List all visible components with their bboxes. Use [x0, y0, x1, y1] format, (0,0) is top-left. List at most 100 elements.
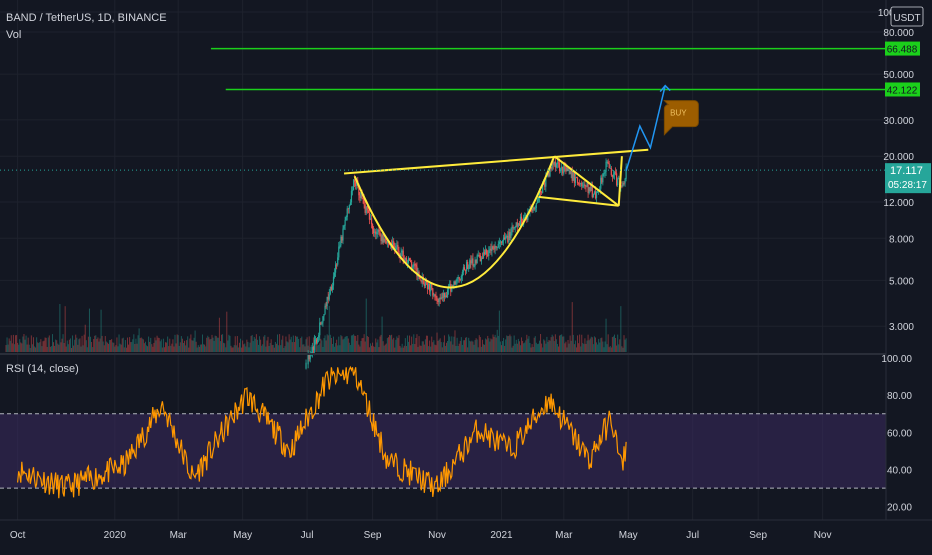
candle-body — [625, 167, 627, 179]
candle-body — [472, 258, 474, 267]
volume-bar — [94, 335, 96, 352]
candle-body — [350, 190, 353, 203]
volume-bar — [346, 336, 348, 352]
currency-badge[interactable] — [890, 6, 924, 27]
volume-bar — [592, 344, 594, 352]
candle-body — [583, 184, 585, 186]
candle-body — [610, 168, 612, 176]
volume-bar — [414, 344, 416, 352]
volume-bar — [395, 339, 397, 352]
candle-body — [373, 228, 375, 234]
candle-body — [443, 293, 446, 298]
candle-body — [401, 250, 403, 253]
volume-bar — [115, 345, 117, 352]
volume-bar — [488, 338, 490, 352]
candle-body — [497, 243, 499, 248]
volume-bar — [519, 345, 521, 352]
currency-badge-label: USDT — [893, 13, 920, 24]
volume-bar — [198, 346, 200, 352]
volume-bar — [601, 337, 603, 352]
volume-bar — [95, 335, 97, 352]
candle-body — [348, 205, 350, 210]
volume-bar — [404, 338, 406, 352]
volume-bar — [534, 336, 536, 352]
candle-body — [504, 237, 506, 240]
candle-body — [568, 170, 570, 172]
volume-bar — [623, 335, 625, 352]
volume-bar — [113, 342, 115, 352]
volume-bar — [99, 338, 101, 352]
volume-bar — [7, 344, 9, 352]
volume-bar — [546, 336, 548, 352]
candle-body — [367, 210, 369, 213]
candle-body — [393, 241, 395, 246]
drawings-layer[interactable]: BUY — [0, 47, 886, 289]
volume-bar — [24, 339, 26, 352]
rsi-axis[interactable]: 100.00 80.00 60.00 40.00 20.00 — [881, 354, 912, 514]
volume-bar — [558, 346, 560, 352]
volume-bar — [255, 334, 257, 352]
handle-upper — [553, 155, 620, 207]
volume-bar — [524, 342, 526, 352]
candle-body — [487, 254, 489, 257]
volume-bar — [98, 341, 100, 352]
volume-bar — [304, 346, 306, 352]
volume-bar — [27, 337, 29, 352]
candle-body — [607, 161, 609, 164]
volume-bar — [545, 343, 547, 352]
volume-bar — [476, 339, 478, 352]
volume-bar — [68, 339, 70, 352]
volume-bar — [568, 343, 570, 352]
volume-bar — [221, 334, 223, 352]
candle-body — [440, 297, 442, 300]
volume-bar — [241, 347, 243, 352]
volume-bar — [194, 330, 196, 352]
volume-bar — [208, 337, 210, 352]
volume-bar — [436, 332, 438, 352]
volume-bar — [284, 346, 286, 352]
candle-body — [319, 322, 321, 336]
symbol-title[interactable]: BAND / TetherUS, 1D, BINANCE — [6, 12, 167, 24]
volume-bar — [560, 334, 562, 352]
volume-bar — [608, 347, 610, 352]
volume-bar — [418, 336, 420, 352]
volume-bar — [356, 340, 358, 352]
volume-bar — [79, 338, 81, 352]
candle-body — [402, 250, 404, 260]
volume-bar — [259, 336, 261, 352]
candle-body — [612, 174, 615, 177]
volume-bar — [593, 336, 595, 352]
volume-bar — [597, 344, 599, 352]
volume-bar — [618, 344, 620, 352]
volume-bar — [502, 341, 504, 352]
volume-bar — [124, 340, 126, 352]
candle-body — [591, 186, 593, 198]
volume-bar — [438, 339, 440, 352]
time-axis[interactable]: Oct 2020 Mar May Jul Sep Nov 2021 Mar May Jul Sep No… — [10, 530, 832, 541]
volume-bar — [318, 344, 320, 352]
volume-bar — [78, 339, 80, 352]
volume-bar — [371, 345, 373, 352]
volume-bar — [188, 347, 190, 352]
candle-body — [494, 246, 496, 250]
candle-body — [579, 183, 581, 185]
volume-bar — [269, 343, 271, 352]
volume-bar — [13, 344, 15, 352]
volume-bar — [206, 337, 208, 352]
candle-body — [366, 206, 368, 211]
volume-bar — [138, 328, 140, 352]
rsi-legend[interactable]: RSI (14, close) — [6, 363, 79, 375]
volume-bar — [74, 339, 76, 352]
volume-bar — [322, 346, 324, 352]
candle-body — [333, 272, 336, 277]
volume-bar — [514, 343, 516, 352]
volume-bar — [80, 346, 82, 352]
candle-body — [513, 227, 515, 229]
volume-bar — [260, 339, 262, 352]
volume-legend[interactable]: Vol — [6, 29, 21, 41]
volume-bar — [423, 344, 425, 352]
volume-bar — [585, 343, 587, 352]
candle-body — [431, 283, 433, 289]
